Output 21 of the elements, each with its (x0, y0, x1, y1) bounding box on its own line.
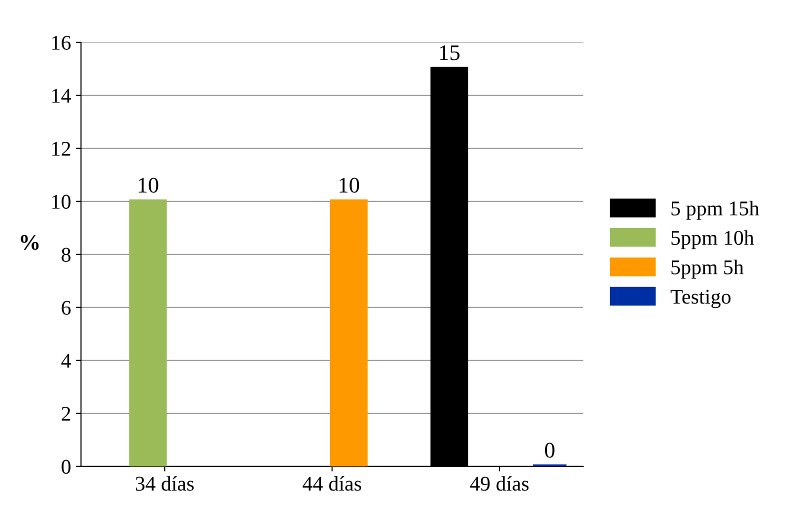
data-label: 0 (545, 442, 554, 458)
y-tick-label: 12 (52, 142, 70, 156)
x-tick-label: 49 días (470, 476, 529, 491)
y-tick-label: 8 (62, 248, 70, 262)
y-tick-label: 4 (61, 354, 71, 368)
legend-label: Testigo (670, 290, 731, 308)
data-label: 15 (440, 45, 460, 60)
y-tick-label: 0 (62, 460, 70, 474)
y-tick-label: 2 (62, 406, 70, 421)
legend-label: 5ppm 5h (672, 260, 744, 279)
legend-label: 5 ppm 15h (672, 200, 760, 220)
y-tick-label: 6 (62, 300, 71, 315)
y-tick-label: 10 (52, 194, 70, 209)
data-label: 10 (340, 178, 360, 193)
data-label: 10 (138, 178, 158, 193)
y-tick-label: 14 (52, 88, 71, 103)
x-tick-label: 44 días (302, 476, 362, 491)
y-tick-label: 16 (52, 36, 71, 50)
legend-label: 5ppm 10h (672, 230, 754, 250)
x-tick-label: 34 días (136, 476, 194, 491)
y-axis-title: % (20, 234, 39, 250)
